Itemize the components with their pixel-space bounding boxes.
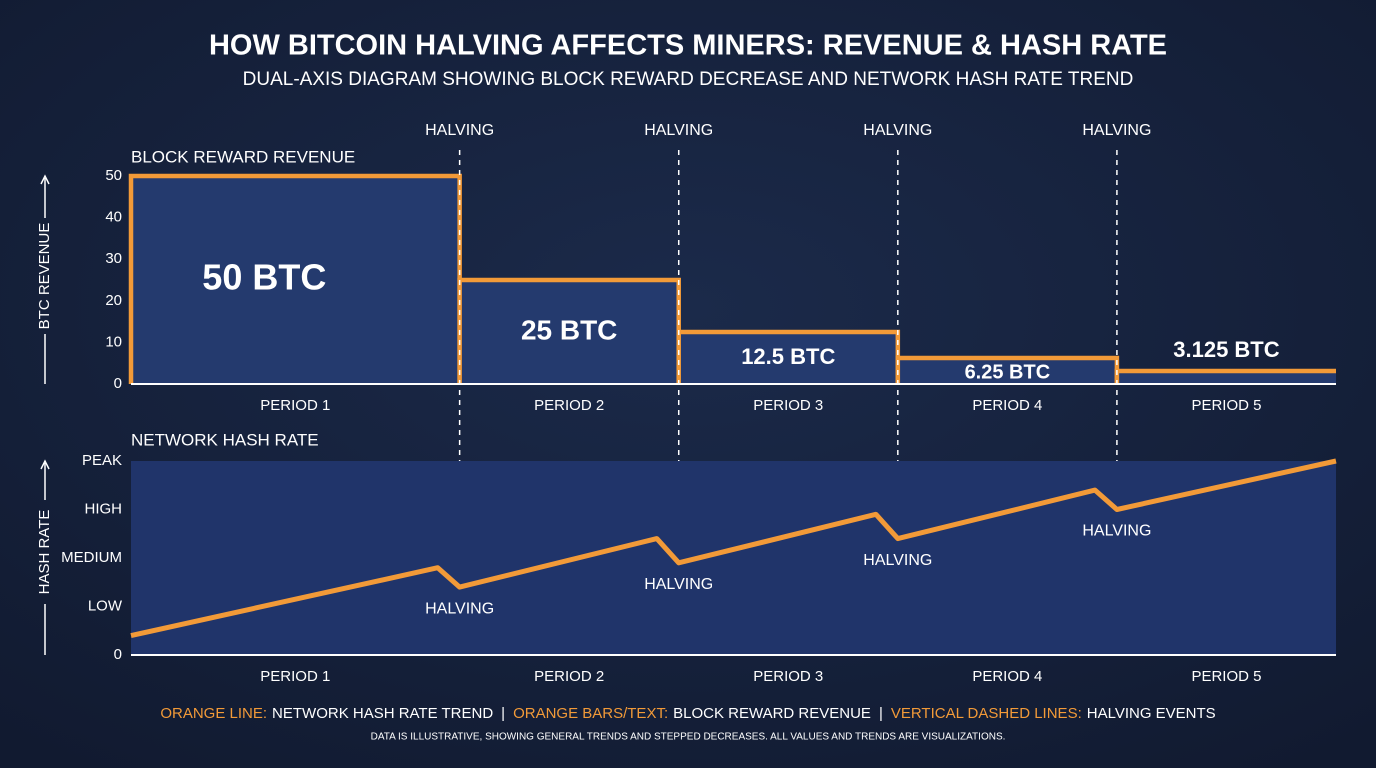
x-tick-label: PERIOD 1 xyxy=(260,668,330,685)
x-tick-label: PERIOD 5 xyxy=(1191,668,1261,685)
value-label: 12.5 BTC xyxy=(741,344,835,369)
y-axis-label: BTC REVENUE xyxy=(36,223,53,330)
halving-label: HALVING xyxy=(644,576,713,593)
legend-key: VERTICAL DASHED LINES: xyxy=(891,705,1082,722)
axis-arrowhead xyxy=(40,174,50,185)
value-label: 50 BTC xyxy=(202,257,326,298)
bar xyxy=(1116,371,1336,384)
footnote: DATA IS ILLUSTRATIVE, SHOWING GENERAL TR… xyxy=(371,732,1006,743)
x-tick-label: PERIOD 5 xyxy=(1191,397,1261,414)
legend-text: BLOCK REWARD REVENUE xyxy=(673,705,871,722)
x-tick-label: PERIOD 4 xyxy=(972,397,1042,414)
value-label: 25 BTC xyxy=(521,314,617,345)
y-tick-label: HIGH xyxy=(85,500,123,517)
y-tick-label: 10 xyxy=(105,333,122,350)
legend-text: HALVING EVENTS xyxy=(1087,705,1216,722)
hash-rate-line xyxy=(130,458,1337,639)
x-tick-label: PERIOD 1 xyxy=(260,397,330,414)
x-tick-label: PERIOD 3 xyxy=(753,397,823,414)
y-tick-label: 0 xyxy=(114,646,122,663)
plot-area xyxy=(131,461,1336,655)
y-tick-label: LOW xyxy=(88,597,123,614)
value-label: 6.25 BTC xyxy=(965,361,1051,383)
y-tick-label: 40 xyxy=(105,209,122,226)
halving-label: HALVING xyxy=(1082,122,1151,139)
y-tick-label: 0 xyxy=(114,375,122,392)
y-tick-label: 30 xyxy=(105,250,122,267)
title: HOW BITCOIN HALVING AFFECTS MINERS: REVE… xyxy=(209,30,1167,62)
y-axis-label: HASH RATE xyxy=(36,510,53,595)
legend-separator: | xyxy=(879,705,883,722)
y-tick-label: MEDIUM xyxy=(61,549,122,566)
axis-arrowhead xyxy=(40,459,50,470)
halving-label: HALVING xyxy=(425,122,494,139)
x-tick-label: PERIOD 2 xyxy=(534,397,604,414)
halving-label: HALVING xyxy=(425,600,494,617)
bar xyxy=(678,332,898,384)
panel-title: NETWORK HASH RATE xyxy=(131,430,319,449)
x-tick-label: PERIOD 4 xyxy=(972,668,1042,685)
x-tick-label: PERIOD 2 xyxy=(534,668,604,685)
subtitle: DUAL-AXIS DIAGRAM SHOWING BLOCK REWARD D… xyxy=(243,69,1134,90)
bar xyxy=(459,280,679,384)
legend-note: ORANGE LINE: NETWORK HASH RATE TREND | ORAN… xyxy=(160,705,1215,722)
y-tick-label: PEAK xyxy=(82,452,122,469)
halving-label: HALVING xyxy=(863,122,932,139)
legend-key: ORANGE BARS/TEXT: xyxy=(513,705,668,722)
halving-label: HALVING xyxy=(644,122,713,139)
y-tick-label: 50 xyxy=(105,167,122,184)
legend-key: ORANGE LINE: xyxy=(160,705,267,722)
halving-label: HALVING xyxy=(863,552,932,569)
legend-separator: | xyxy=(501,705,505,722)
bar xyxy=(897,358,1117,384)
value-label: 3.125 BTC xyxy=(1173,337,1279,362)
halving-label: HALVING xyxy=(1082,523,1151,540)
bar xyxy=(131,176,460,384)
legend-text: NETWORK HASH RATE TREND xyxy=(272,705,493,722)
panel-title: BLOCK REWARD REVENUE xyxy=(131,147,355,166)
y-tick-label: 20 xyxy=(105,292,122,309)
x-tick-label: PERIOD 3 xyxy=(753,668,823,685)
